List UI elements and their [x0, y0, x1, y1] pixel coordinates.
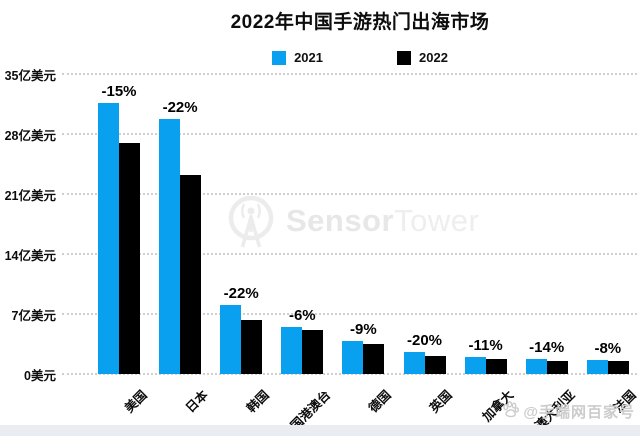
y-axis-tick-label: 7亿美元	[11, 309, 56, 323]
y-axis-tick-label: 0美元	[24, 369, 56, 383]
gridline	[62, 373, 637, 375]
y-axis-tick-label: 21亿美元	[4, 189, 56, 203]
gridline	[62, 73, 637, 75]
y-axis-tick-label: 35亿美元	[4, 69, 56, 83]
chart-legend: 2021 2022	[90, 50, 630, 65]
gridline	[62, 253, 637, 255]
x-axis-tick-label: 英国	[427, 387, 456, 416]
bar-2022-美国	[119, 143, 140, 374]
pct-change-label: -6%	[288, 306, 316, 324]
bar-2021-英国	[403, 351, 425, 374]
bar-2022-加拿大	[485, 358, 507, 374]
bar-2021-加拿大	[464, 356, 486, 374]
gridline	[62, 133, 637, 135]
bar-2022-法国	[607, 360, 629, 374]
credit-text: @手端网百家号	[523, 404, 635, 421]
gridline	[62, 313, 637, 315]
sensortower-watermark: SensorTower	[226, 192, 479, 255]
bar-2022-中国港澳台	[302, 329, 324, 374]
bar-2022-日本	[180, 175, 202, 374]
bar-2021-中国港澳台	[281, 326, 303, 374]
bar-2022-澳大利亚	[546, 360, 568, 374]
chart-title: 2022年中国手游热门出海市场	[230, 12, 490, 33]
y-axis-tick-label: 14亿美元	[4, 249, 56, 263]
bar-2021-日本	[159, 119, 181, 374]
bar-2021-德国	[342, 341, 364, 374]
legend-label: 2022	[419, 50, 448, 65]
pct-change-label: -20%	[406, 331, 443, 349]
legend-item-2021: 2021	[272, 50, 323, 65]
legend-item-2022: 2022	[397, 50, 448, 65]
legend-label: 2021	[294, 50, 323, 65]
x-axis-tick-label: 韩国	[244, 387, 272, 416]
legend-swatch	[397, 50, 411, 65]
pct-change-label: -8%	[594, 339, 622, 357]
y-axis-tick-label: 28亿美元	[4, 129, 56, 143]
bar-2022-英国	[424, 356, 446, 374]
bar-2022-韩国	[241, 320, 263, 374]
legend-swatch	[272, 50, 287, 65]
gridline	[62, 193, 637, 195]
pct-change-label: -22%	[162, 99, 198, 117]
x-axis-tick-label: 美国	[122, 387, 150, 416]
bar-2021-美国	[98, 103, 119, 374]
pct-change-label: -15%	[101, 83, 137, 101]
bar-2021-韩国	[220, 304, 242, 374]
sensortower-wordmark: SensorTower	[286, 203, 480, 238]
x-axis-tick-label: 日本	[183, 387, 211, 416]
bar-2022-德国	[363, 344, 385, 374]
baidu-paw-icon	[501, 400, 520, 423]
sensortower-logo-icon	[226, 192, 278, 255]
baijiahao-credit-watermark: @手端网百家号	[501, 400, 635, 423]
footer-strip	[0, 425, 640, 436]
pct-change-label: -11%	[468, 336, 503, 354]
x-axis-tick-label: 德国	[366, 387, 395, 416]
bar-2021-澳大利亚	[525, 358, 547, 374]
pct-change-label: -9%	[350, 321, 377, 338]
pct-change-label: -14%	[529, 338, 565, 356]
bar-2021-法国	[586, 359, 608, 374]
pct-change-label: -22%	[223, 284, 259, 302]
